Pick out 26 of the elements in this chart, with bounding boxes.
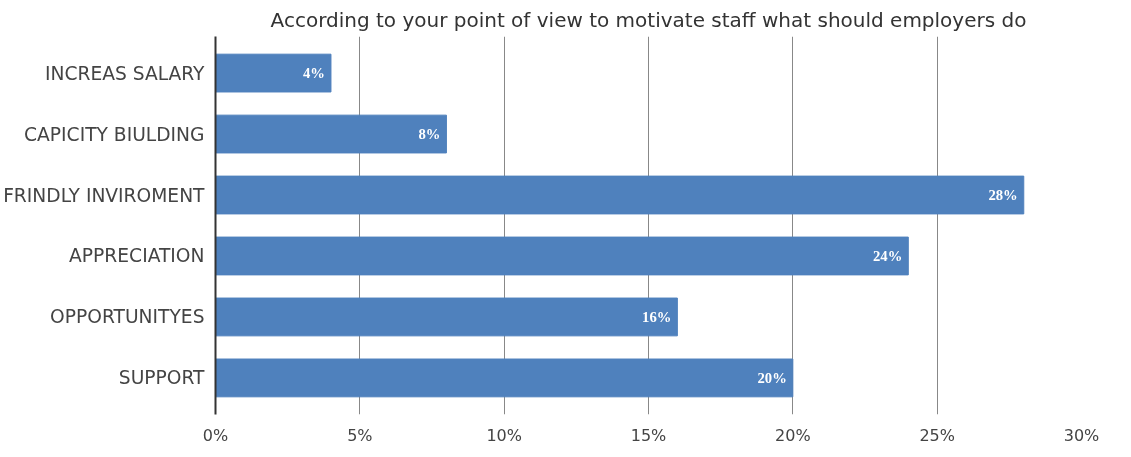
y-tick-label: SUPPORT xyxy=(118,367,206,389)
bar xyxy=(215,114,447,154)
y-tick-label: FRINDLY INVIROMENT xyxy=(3,184,206,206)
x-tick-label: 30% xyxy=(1063,425,1100,445)
data-label: 24% xyxy=(872,247,903,264)
x-tick-label: 10% xyxy=(486,425,522,445)
x-tick-label: 0% xyxy=(202,425,229,445)
bar xyxy=(215,297,678,337)
data-label: 4% xyxy=(302,65,325,82)
y-tick-label: APPRECIATION xyxy=(69,245,205,267)
bar xyxy=(215,236,909,276)
bar xyxy=(215,175,1025,215)
y-tick-label: INCREAS SALARY xyxy=(45,62,206,84)
bar xyxy=(215,358,794,398)
x-tick-label: 5% xyxy=(347,425,373,445)
x-tick-label: 20% xyxy=(775,425,811,445)
data-label: 8% xyxy=(418,126,441,143)
data-label: 16% xyxy=(642,308,672,325)
x-tick-label: 15% xyxy=(630,425,667,445)
data-label: 28% xyxy=(988,187,1018,204)
y-tick-label: CAPICITY BIULDING xyxy=(24,123,205,145)
bar xyxy=(215,53,332,93)
data-label: 20% xyxy=(757,369,787,386)
y-tick-label: OPPORTUNITYES xyxy=(50,306,205,328)
chart-title: According to your point of view to motivate staff what should employers do xyxy=(270,7,1027,32)
x-tick-label: 25% xyxy=(919,425,955,445)
